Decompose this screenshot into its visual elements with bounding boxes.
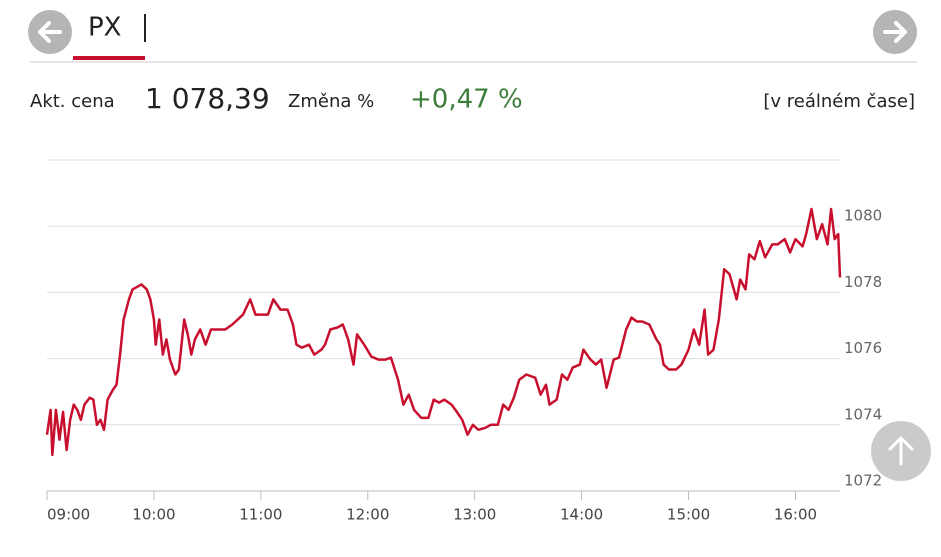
- change-label: Změna %: [288, 91, 374, 112]
- change: +0,47 %: [410, 85, 523, 115]
- x-tick-label: 10:00: [132, 506, 175, 524]
- index-title[interactable]: PX: [88, 13, 122, 43]
- price-line: [45, 207, 842, 457]
- x-tick-label: 14:00: [560, 506, 603, 524]
- tab-underline: [73, 56, 145, 60]
- y-tick-label: 1074: [844, 405, 882, 423]
- plot: 1072 1074 1076 1078 1080 09:00 10:00 11:00 12:00…: [45, 159, 882, 524]
- x-tick-label: 13:00: [453, 506, 496, 524]
- y-tick-label: 1080: [844, 207, 882, 225]
- x-tick-label: 16:00: [774, 506, 817, 524]
- back-button[interactable]: [28, 10, 72, 54]
- realtime-note: [v reálném čase]: [763, 91, 915, 112]
- y-tick-label: 1076: [844, 339, 882, 357]
- y-tick-label: 1078: [844, 273, 882, 291]
- forward-button[interactable]: [873, 10, 917, 54]
- scroll-top-button[interactable]: [871, 421, 931, 481]
- y-tick-label: 1072: [844, 472, 882, 490]
- price-label: Akt. cena: [30, 91, 115, 112]
- x-tick-label: 09:00: [47, 506, 90, 524]
- x-tick-label: 12:00: [346, 506, 389, 524]
- x-tick-label: 15:00: [667, 506, 710, 524]
- price: 1 078,39: [145, 82, 270, 115]
- x-tick-label: 11:00: [239, 506, 282, 524]
